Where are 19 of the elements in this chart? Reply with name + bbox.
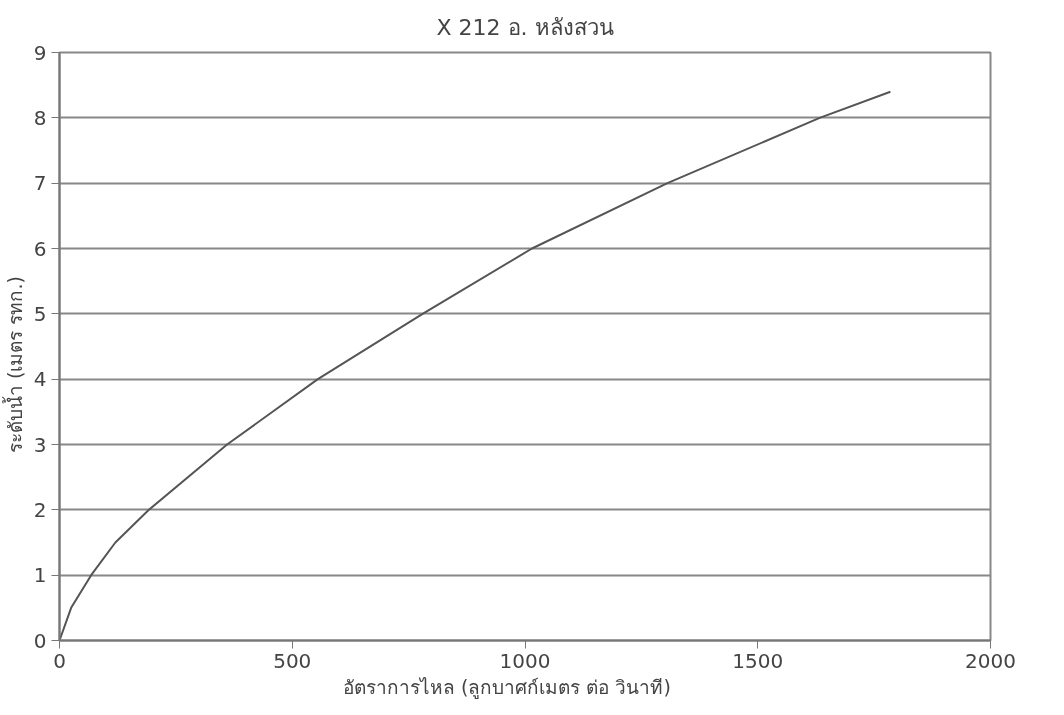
y-tick-label: 3 xyxy=(33,432,47,457)
y-tick-label: 9 xyxy=(33,40,47,65)
y-tick-label: 0 xyxy=(33,628,47,653)
y-axis-title: ระดับน้ำ (เมตร รทก.) xyxy=(1,276,26,454)
y-tick-label: 4 xyxy=(33,367,47,392)
chart-title: X 212 อ. หลังสวน xyxy=(436,15,614,40)
x-tick-label: 2000 xyxy=(965,648,1016,673)
x-tick-label: 1500 xyxy=(732,648,784,673)
y-tick-label: 2 xyxy=(33,497,47,522)
y-tick-label: 6 xyxy=(33,236,47,261)
x-tick-label: 1000 xyxy=(499,648,551,673)
y-tick-label: 8 xyxy=(33,105,47,130)
x-axis-title: อัตราการไหล (ลูกบาศก์เมตร ต่อ วินาที) xyxy=(342,675,671,699)
line-series xyxy=(59,90,892,641)
x-tick-label: 500 xyxy=(273,648,312,673)
x-tick-label: 0 xyxy=(53,648,66,673)
y-tick-label: 5 xyxy=(33,301,47,326)
y-tick-label: 1 xyxy=(33,563,47,588)
y-tick-label: 7 xyxy=(33,171,47,196)
